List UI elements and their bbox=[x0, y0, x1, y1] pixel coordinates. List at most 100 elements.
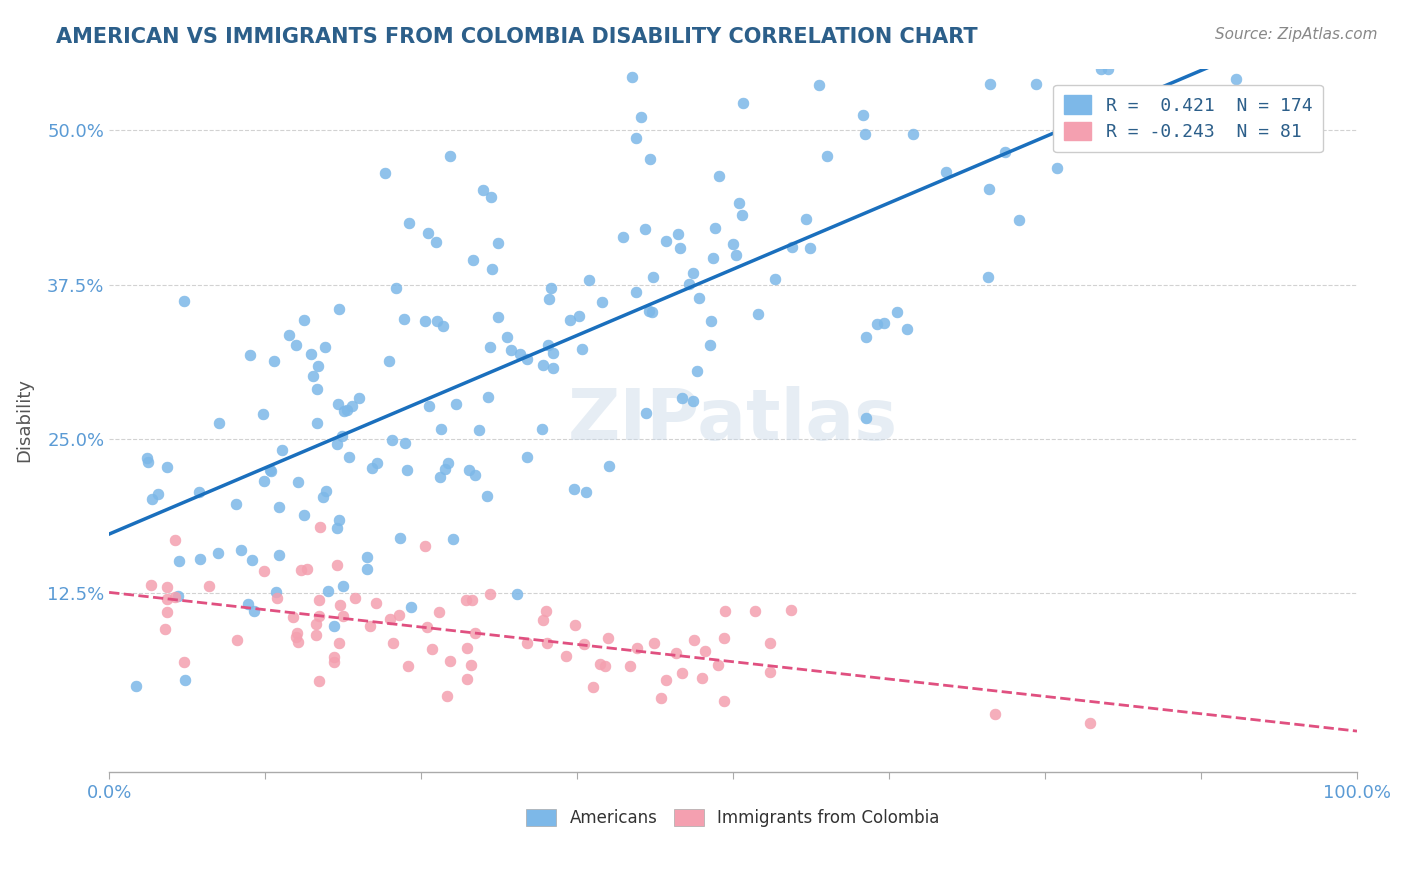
Point bbox=[396, 658, 419, 673]
Point bbox=[326, 521, 349, 535]
Point bbox=[207, 546, 229, 560]
Point bbox=[530, 422, 553, 436]
Point bbox=[678, 277, 700, 292]
Text: Source: ZipAtlas.com: Source: ZipAtlas.com bbox=[1215, 27, 1378, 42]
Point bbox=[478, 340, 501, 354]
Point bbox=[665, 646, 688, 660]
Y-axis label: Disability: Disability bbox=[15, 378, 32, 462]
Point bbox=[1025, 77, 1047, 91]
Point bbox=[727, 195, 749, 210]
Point bbox=[413, 539, 436, 553]
Point bbox=[571, 342, 593, 356]
Point bbox=[758, 665, 780, 680]
Point bbox=[337, 450, 360, 464]
Point bbox=[588, 657, 610, 671]
Point bbox=[141, 491, 163, 506]
Point bbox=[692, 671, 714, 685]
Point bbox=[699, 314, 721, 328]
Point bbox=[873, 316, 896, 330]
Point bbox=[252, 407, 274, 421]
Point bbox=[167, 554, 190, 568]
Point bbox=[328, 513, 350, 527]
Point bbox=[481, 262, 503, 277]
Point bbox=[536, 635, 558, 649]
Point bbox=[305, 417, 328, 431]
Point bbox=[707, 657, 730, 672]
Point bbox=[560, 313, 582, 327]
Point bbox=[977, 270, 1000, 285]
Point bbox=[139, 578, 162, 592]
Point bbox=[266, 584, 288, 599]
Point bbox=[173, 293, 195, 308]
Point bbox=[724, 248, 747, 262]
Point bbox=[638, 153, 661, 167]
Point bbox=[240, 553, 263, 567]
Point bbox=[634, 222, 657, 236]
Point bbox=[271, 443, 294, 458]
Point bbox=[759, 636, 782, 650]
Point bbox=[582, 681, 605, 695]
Point bbox=[464, 626, 486, 640]
Point bbox=[477, 489, 499, 503]
Point bbox=[744, 604, 766, 618]
Point bbox=[707, 169, 730, 183]
Point bbox=[704, 221, 727, 235]
Point bbox=[155, 592, 177, 607]
Point bbox=[315, 483, 337, 498]
Point bbox=[572, 637, 595, 651]
Point bbox=[174, 673, 197, 687]
Point bbox=[638, 303, 661, 318]
Point bbox=[429, 470, 451, 484]
Point bbox=[308, 673, 330, 688]
Point bbox=[702, 251, 724, 265]
Point bbox=[166, 589, 188, 603]
Point bbox=[682, 394, 704, 409]
Point bbox=[731, 96, 754, 111]
Point bbox=[394, 435, 416, 450]
Point bbox=[287, 475, 309, 490]
Point bbox=[285, 630, 308, 644]
Point bbox=[537, 292, 560, 306]
Point bbox=[682, 266, 704, 280]
Point bbox=[308, 609, 330, 624]
Point bbox=[562, 482, 585, 496]
Point bbox=[328, 636, 350, 650]
Point bbox=[156, 459, 179, 474]
Point bbox=[855, 411, 877, 425]
Point bbox=[378, 354, 401, 368]
Point bbox=[269, 500, 291, 514]
Point bbox=[714, 604, 737, 618]
Point bbox=[399, 600, 422, 615]
Point bbox=[173, 655, 195, 669]
Point bbox=[441, 532, 464, 546]
Point bbox=[486, 310, 509, 324]
Point bbox=[654, 673, 676, 687]
Point bbox=[671, 666, 693, 681]
Point bbox=[534, 604, 557, 618]
Point bbox=[855, 329, 877, 343]
Point bbox=[332, 609, 354, 624]
Point bbox=[267, 549, 290, 563]
Point bbox=[416, 226, 439, 240]
Point bbox=[305, 627, 328, 641]
Point bbox=[1291, 85, 1313, 99]
Point bbox=[378, 611, 401, 625]
Point bbox=[731, 208, 754, 222]
Point bbox=[780, 602, 803, 616]
Point bbox=[903, 127, 925, 141]
Point bbox=[328, 302, 350, 317]
Point bbox=[188, 485, 211, 500]
Point bbox=[330, 429, 353, 443]
Point bbox=[516, 636, 538, 650]
Point bbox=[578, 273, 600, 287]
Point bbox=[713, 631, 735, 645]
Point bbox=[655, 234, 678, 248]
Point bbox=[239, 348, 262, 362]
Point bbox=[634, 406, 657, 420]
Point bbox=[456, 672, 478, 686]
Point bbox=[799, 241, 821, 255]
Point bbox=[125, 679, 148, 693]
Point bbox=[763, 272, 786, 286]
Point bbox=[198, 579, 221, 593]
Point bbox=[425, 314, 447, 328]
